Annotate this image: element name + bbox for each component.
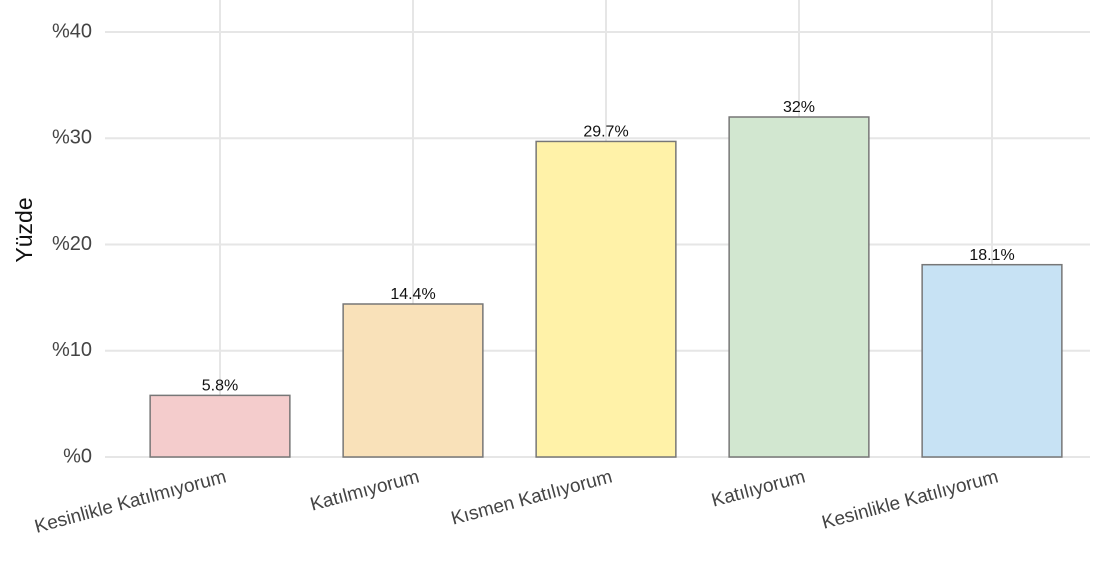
x-tick-label: Katılıyorum [709, 466, 807, 511]
bar [342, 303, 484, 458]
data-label: 32% [783, 99, 815, 116]
y-tick-label: %0 [63, 445, 92, 467]
y-tick-label: %40 [52, 20, 92, 42]
bar [149, 394, 291, 458]
y-axis-label: Yüzde [11, 197, 37, 262]
data-label: 18.1% [969, 247, 1014, 264]
data-label: 5.8% [202, 378, 238, 395]
data-label: 14.4% [390, 286, 435, 303]
x-tick-label: Kesinlikle Katılıyorum [820, 466, 1001, 533]
y-tick-label: %20 [52, 233, 92, 255]
x-tick-label: Kesinlikle Katılmıyorum [32, 466, 228, 537]
x-tick-label: Kısmen Katılıyorum [449, 466, 615, 529]
bar [535, 140, 677, 458]
data-label: 29.7% [583, 124, 628, 141]
y-tick-label: %10 [52, 339, 92, 361]
y-tick-label: %30 [52, 127, 92, 149]
bar [921, 263, 1063, 458]
bar [728, 116, 870, 458]
x-tick-label: Katılmıyorum [308, 466, 422, 515]
